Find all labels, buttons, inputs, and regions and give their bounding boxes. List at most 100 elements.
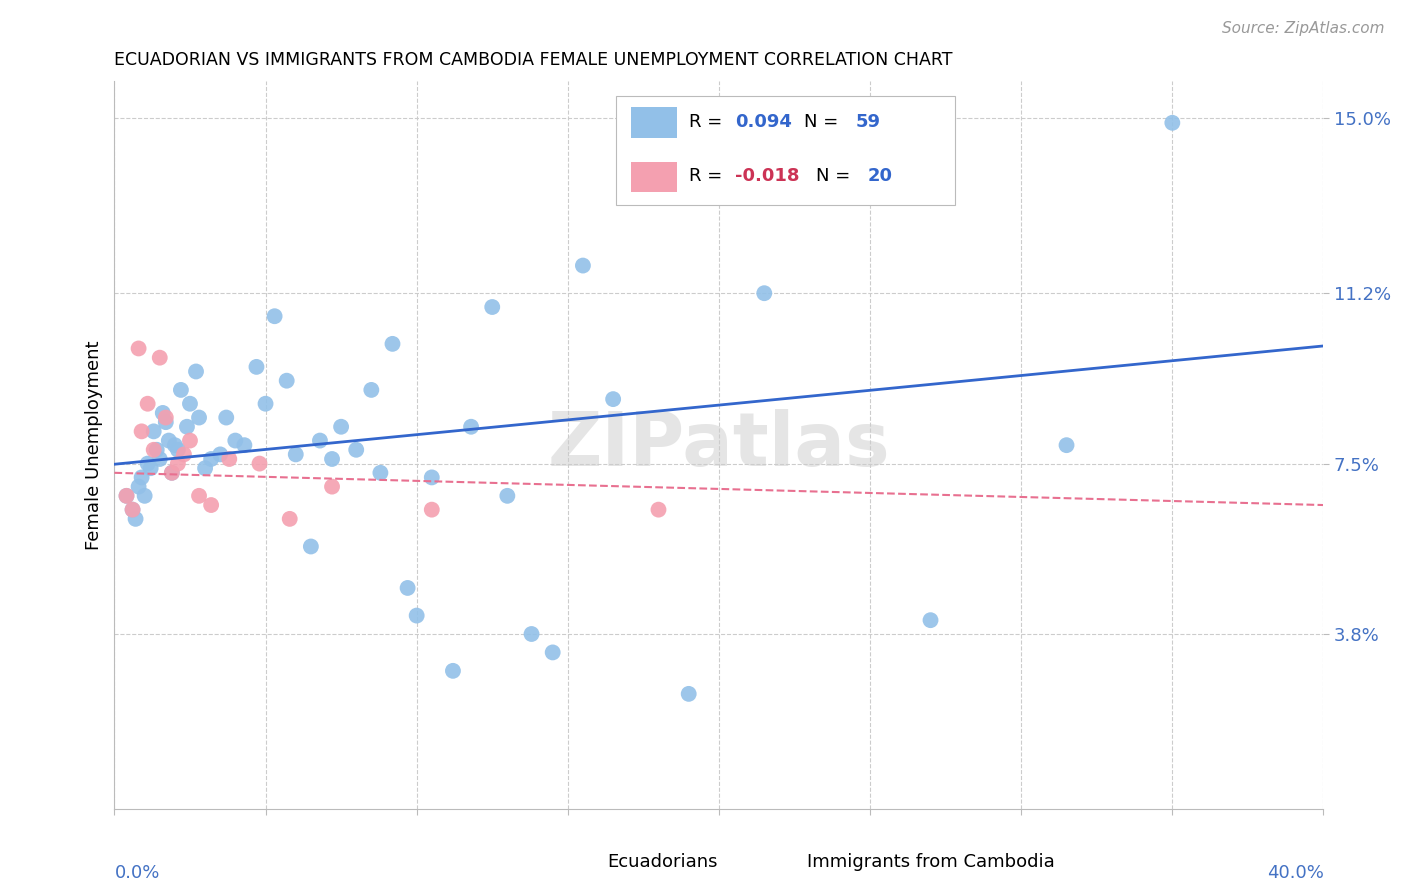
FancyBboxPatch shape: [574, 853, 595, 871]
Point: [128, 342, 150, 356]
Point: [602, 392, 624, 406]
Point: [215, 410, 238, 425]
Point: [131, 425, 153, 439]
Point: [678, 687, 700, 701]
Point: [142, 425, 165, 439]
Point: [142, 442, 165, 457]
Point: [284, 447, 307, 461]
Point: [157, 434, 180, 448]
Text: R =: R =: [689, 167, 728, 186]
Point: [179, 397, 201, 411]
Point: [188, 489, 211, 503]
Point: [233, 438, 256, 452]
Point: [160, 466, 183, 480]
Point: [188, 410, 211, 425]
Text: ECUADORIAN VS IMMIGRANTS FROM CAMBODIA FEMALE UNEMPLOYMENT CORRELATION CHART: ECUADORIAN VS IMMIGRANTS FROM CAMBODIA F…: [114, 51, 953, 69]
Point: [209, 447, 232, 461]
Point: [321, 480, 343, 494]
Point: [155, 410, 177, 425]
Point: [136, 397, 159, 411]
Point: [481, 300, 503, 314]
Point: [647, 502, 669, 516]
Point: [224, 434, 246, 448]
Text: ZIPatlas: ZIPatlas: [547, 409, 890, 482]
Point: [160, 466, 183, 480]
FancyBboxPatch shape: [773, 853, 794, 871]
Point: [115, 489, 138, 503]
Point: [115, 489, 138, 503]
Text: 20: 20: [868, 167, 893, 186]
Point: [184, 364, 207, 378]
Point: [370, 466, 392, 480]
Point: [330, 419, 353, 434]
Point: [170, 383, 193, 397]
Point: [496, 489, 519, 503]
Text: -0.018: -0.018: [735, 167, 799, 186]
Point: [441, 664, 464, 678]
Point: [520, 627, 543, 641]
Point: [263, 310, 285, 324]
Point: [124, 512, 146, 526]
Point: [163, 438, 186, 452]
Point: [920, 613, 942, 627]
Point: [121, 502, 143, 516]
Text: Ecuadorians: Ecuadorians: [607, 853, 717, 871]
FancyBboxPatch shape: [616, 96, 955, 205]
Point: [149, 452, 172, 467]
Point: [278, 512, 301, 526]
Point: [460, 419, 482, 434]
Point: [541, 645, 564, 659]
FancyBboxPatch shape: [631, 162, 676, 192]
FancyBboxPatch shape: [631, 108, 676, 137]
Point: [405, 608, 427, 623]
Point: [420, 502, 443, 516]
Point: [131, 470, 153, 484]
Point: [152, 406, 174, 420]
Point: [572, 259, 595, 273]
Point: [176, 419, 198, 434]
Point: [155, 415, 177, 429]
Point: [381, 336, 404, 351]
Y-axis label: Female Unemployment: Female Unemployment: [86, 341, 103, 550]
Point: [179, 434, 201, 448]
Text: 0.094: 0.094: [735, 112, 792, 130]
Point: [276, 374, 298, 388]
Point: [194, 461, 217, 475]
Text: R =: R =: [689, 112, 728, 130]
Point: [167, 442, 190, 457]
Point: [420, 470, 443, 484]
Point: [321, 452, 343, 467]
Point: [218, 452, 240, 467]
Point: [1161, 116, 1184, 130]
Point: [360, 383, 382, 397]
Text: N =: N =: [804, 112, 844, 130]
Point: [149, 351, 172, 365]
Point: [299, 540, 322, 554]
Text: 40.0%: 40.0%: [1267, 863, 1323, 881]
Point: [754, 286, 776, 301]
Text: Source: ZipAtlas.com: Source: ZipAtlas.com: [1222, 21, 1385, 36]
Point: [344, 442, 367, 457]
Text: 59: 59: [856, 112, 880, 130]
Point: [254, 397, 277, 411]
Point: [173, 447, 195, 461]
Point: [121, 502, 143, 516]
Point: [633, 153, 655, 167]
Text: 0.0%: 0.0%: [114, 863, 160, 881]
Point: [723, 120, 745, 135]
Point: [134, 489, 156, 503]
Point: [245, 359, 267, 374]
Point: [128, 480, 150, 494]
Point: [200, 452, 222, 467]
Point: [309, 434, 332, 448]
Point: [1056, 438, 1078, 452]
Text: Immigrants from Cambodia: Immigrants from Cambodia: [807, 853, 1054, 871]
Point: [167, 457, 190, 471]
Point: [249, 457, 271, 471]
Point: [145, 442, 167, 457]
Point: [139, 461, 162, 475]
Point: [136, 457, 159, 471]
Point: [200, 498, 222, 512]
Text: N =: N =: [815, 167, 856, 186]
Point: [396, 581, 419, 595]
